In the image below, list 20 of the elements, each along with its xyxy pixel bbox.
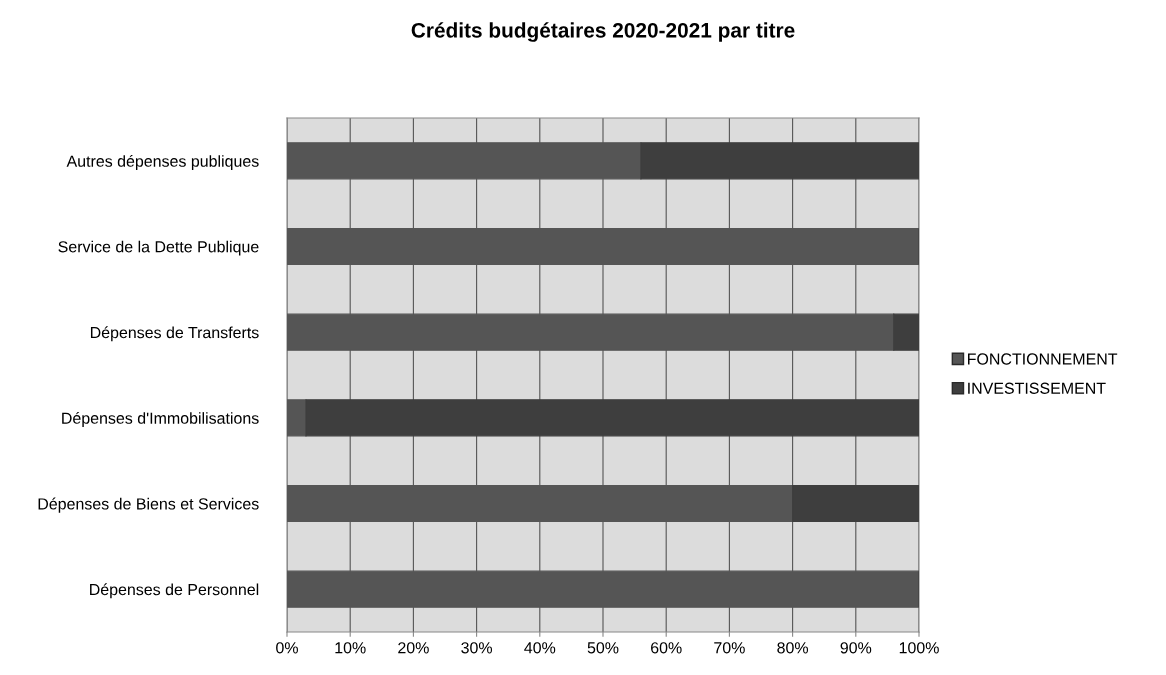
- y-tick-label: Dépenses d'Immobilisations: [62, 411, 259, 428]
- legend-label: FONCTIONNEMENT: [968, 353, 1118, 365]
- x-tick-label: 100%: [899, 642, 939, 654]
- x-tick-label: 90%: [840, 642, 872, 654]
- y-tick-label: Autres dépenses publiques: [66, 154, 259, 171]
- x-tick-label: 10%: [335, 642, 366, 654]
- y-tick-label: Service de la Dette Publique: [58, 240, 259, 256]
- x-tick-label: 0%: [276, 642, 298, 654]
- y-tick-label: Dépenses de Biens et Services: [38, 497, 259, 513]
- x-tick-label: 50%: [587, 642, 619, 654]
- x-tick-label: 20%: [398, 642, 429, 654]
- x-tick-label: 70%: [714, 642, 745, 654]
- chart-title: Crédits budgétaires 2020-2021 par titre: [411, 22, 795, 42]
- y-tick-label: Dépenses de Personnel: [90, 583, 259, 599]
- x-tick-label: 80%: [777, 642, 809, 654]
- legend-label: INVESTISSEMENT: [968, 382, 1106, 394]
- x-tick-label: 60%: [651, 642, 682, 654]
- x-tick-label: 40%: [524, 642, 556, 654]
- x-tick-label: 30%: [461, 642, 493, 654]
- y-tick-label: Dépenses de Transferts: [90, 326, 259, 342]
